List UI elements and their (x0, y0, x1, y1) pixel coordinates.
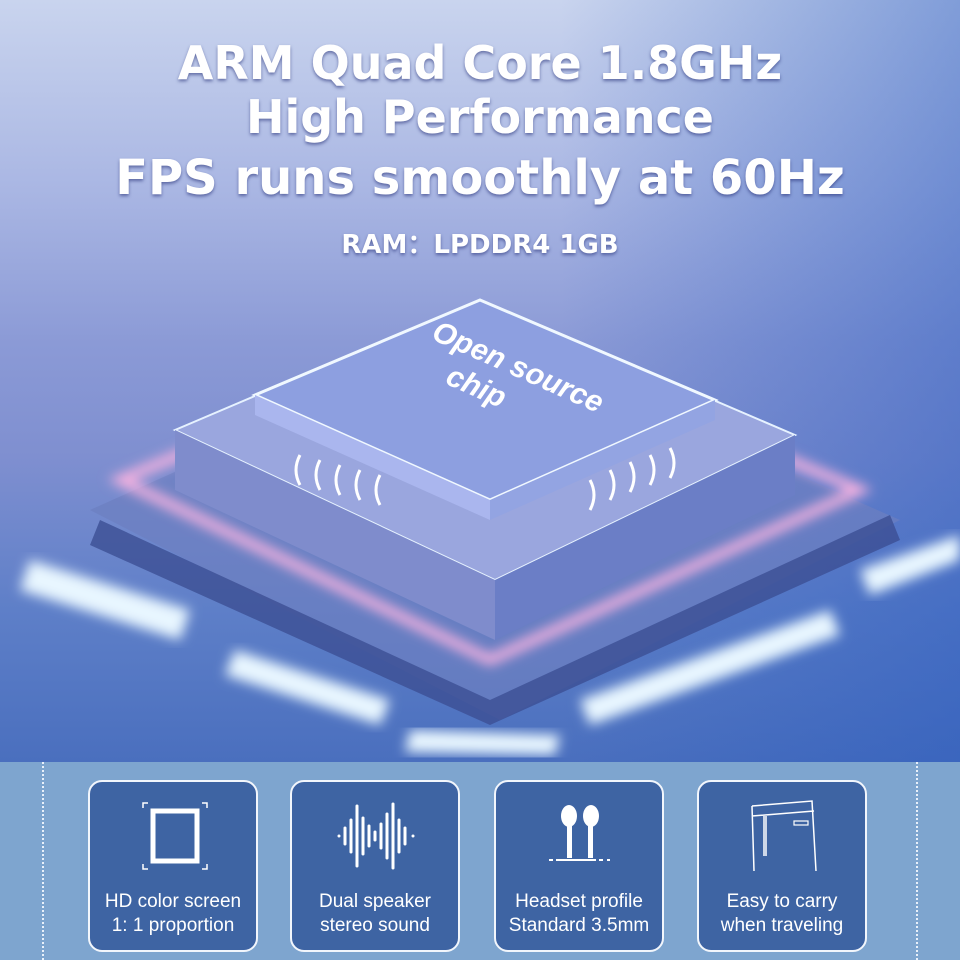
pants-pocket-icon (751, 800, 817, 872)
feature-line2: when traveling (720, 915, 844, 936)
divider (42, 762, 44, 960)
chip-body-right-side (495, 435, 795, 640)
feature-line1: Easy to carry (726, 891, 838, 912)
headline-line1: ARM Quad Core 1.8GHz (177, 36, 783, 90)
feature-line2: 1: 1 proportion (111, 915, 235, 936)
headline-line2: High Performance (245, 90, 715, 144)
chip-top-left-edge (255, 395, 490, 520)
feature-line2: stereo sound (320, 915, 430, 936)
chip-illustration: Open source chip (20, 298, 960, 755)
sound-wave-icon (337, 802, 415, 870)
chip-top-right-edge (490, 400, 715, 520)
signal-arcs (294, 447, 676, 511)
feature-card-headset: Headset profile Standard 3.5mm (494, 780, 664, 952)
feature-line1: Dual speaker (319, 891, 431, 912)
feature-line1: Headset profile (515, 891, 643, 912)
earbuds-icon (549, 805, 613, 861)
divider (916, 762, 918, 960)
feature-card-screen: HD color screen 1: 1 proportion (88, 780, 258, 952)
feature-line2: Standard 3.5mm (508, 915, 650, 936)
feature-line1: HD color screen (104, 891, 242, 912)
headline-line3: FPS runs smoothly at 60Hz (115, 150, 845, 206)
ram-spec: RAM：LPDDR4 1GB (341, 230, 619, 260)
features-band: HD color screen 1: 1 proportion Dual spea… (0, 762, 960, 960)
feature-card-carry: Easy to carry when traveling (697, 780, 867, 952)
board-light-bars (20, 535, 960, 755)
feature-card-speaker: Dual speaker stereo sound (290, 780, 460, 952)
hero-banner: Open source chip ARM Quad Core 1.8GHz Hi… (0, 0, 960, 762)
square-screen-icon (142, 802, 208, 870)
chip-body-left-side (175, 430, 495, 640)
